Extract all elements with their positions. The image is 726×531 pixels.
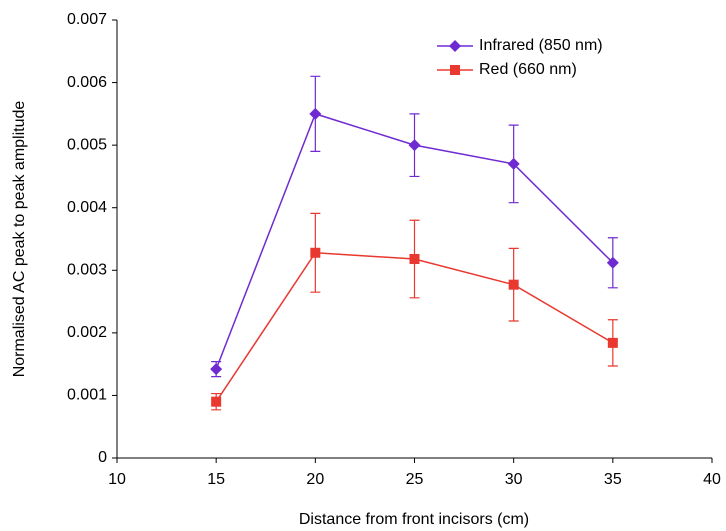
y-tick-label: 0.007 [67,11,107,28]
marker [211,396,222,407]
y-tick-label: 0 [98,449,107,466]
marker [309,107,322,120]
marker [606,256,619,269]
marker [507,157,520,170]
y-axis-label: Normalised AC peak to peak amplitude [11,101,28,378]
y-tick-label: 0.004 [67,199,107,216]
x-tick-label: 30 [505,471,523,488]
x-tick-label: 25 [406,471,424,488]
marker [310,247,321,258]
legend-label: Red (660 nm) [479,61,577,78]
legend-marker [449,40,461,52]
marker [409,254,420,265]
x-tick-label: 40 [703,471,721,488]
y-tick-label: 0.002 [67,324,107,341]
legend-label: Infrared (850 nm) [479,37,603,54]
x-tick-label: 15 [207,471,225,488]
x-tick-label: 35 [604,471,622,488]
y-tick-label: 0.001 [67,387,107,404]
y-tick-label: 0.003 [67,262,107,279]
y-tick-label: 0.006 [67,74,107,91]
marker [210,363,223,376]
marker [408,139,421,152]
x-tick-label: 10 [108,471,126,488]
marker [607,337,618,348]
x-tick-label: 20 [306,471,324,488]
legend-marker [450,65,460,75]
y-tick-label: 0.005 [67,136,107,153]
marker [508,279,519,290]
x-axis-label: Distance from front incisors (cm) [299,511,529,528]
